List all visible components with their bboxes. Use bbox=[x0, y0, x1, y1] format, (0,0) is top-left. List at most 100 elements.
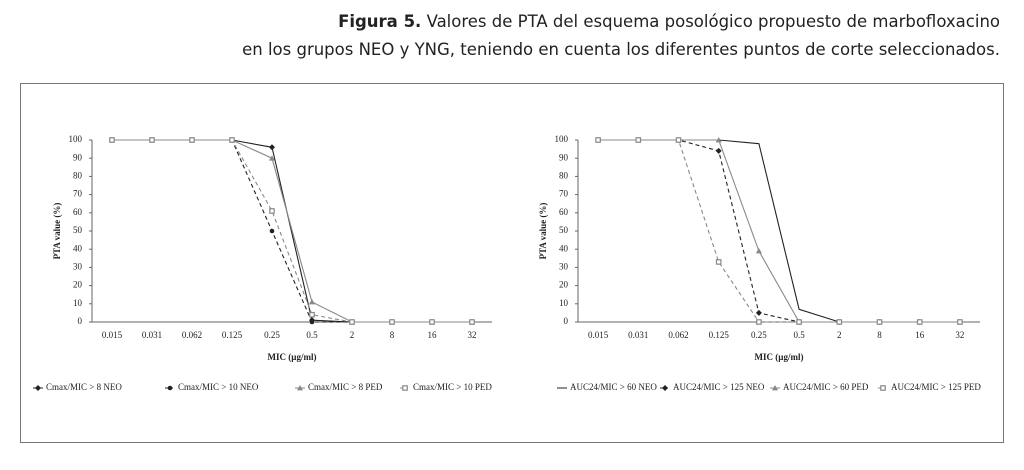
x-tick-label: 0.015 bbox=[588, 330, 609, 340]
x-tick-label: 16 bbox=[428, 330, 438, 340]
y-tick-label: 60 bbox=[559, 207, 569, 217]
legend-label: Cmax/MIC > 10 PED bbox=[413, 382, 492, 392]
series-line bbox=[598, 139, 960, 323]
y-tick-label: 50 bbox=[73, 225, 83, 235]
x-tick-label: 0.031 bbox=[142, 330, 162, 340]
y-tick-label: 10 bbox=[559, 298, 569, 308]
point bbox=[715, 137, 722, 143]
y-tick-label: 20 bbox=[73, 280, 83, 290]
series-line bbox=[598, 139, 960, 323]
point bbox=[167, 385, 173, 391]
series-line bbox=[112, 139, 472, 323]
y-tick-label: 40 bbox=[559, 243, 569, 253]
y-tick-label: 10 bbox=[73, 298, 83, 308]
caption-label: Figura 5. bbox=[338, 12, 422, 31]
caption-line: en los grupos NEO y YNG, teniendo en cue… bbox=[242, 40, 1000, 59]
x-tick-label: 0.125 bbox=[222, 330, 243, 340]
point bbox=[269, 155, 275, 161]
x-tick-label: 8 bbox=[877, 330, 882, 340]
point bbox=[635, 137, 642, 143]
point bbox=[715, 259, 722, 265]
point bbox=[149, 137, 155, 143]
point bbox=[389, 319, 395, 325]
point bbox=[349, 319, 355, 325]
y-axis-label: PTA value (%) bbox=[538, 203, 548, 260]
series-line bbox=[598, 139, 960, 323]
point bbox=[755, 309, 762, 316]
x-tick-label: 32 bbox=[468, 330, 477, 340]
y-tick-label: 100 bbox=[555, 134, 569, 144]
x-tick-label: 2 bbox=[350, 330, 355, 340]
x-tick-label: 0.25 bbox=[751, 330, 767, 340]
point bbox=[429, 319, 435, 325]
point bbox=[876, 319, 883, 325]
x-tick-label: 0.5 bbox=[793, 330, 805, 340]
x-tick-label: 16 bbox=[915, 330, 925, 340]
y-tick-label: 90 bbox=[559, 152, 569, 162]
x-tick-label: 8 bbox=[390, 330, 395, 340]
point bbox=[309, 298, 315, 305]
x-tick-label: 2 bbox=[837, 330, 842, 340]
point bbox=[269, 144, 275, 151]
point bbox=[189, 137, 195, 143]
point bbox=[916, 319, 923, 325]
x-axis-label: MIC (µg/ml) bbox=[268, 352, 317, 362]
y-tick-label: 30 bbox=[73, 261, 83, 271]
legend-label: Cmax/MIC > 8 NEO bbox=[46, 382, 122, 392]
y-tick-label: 80 bbox=[73, 170, 83, 180]
point bbox=[755, 248, 762, 254]
x-tick-label: 0.031 bbox=[628, 330, 648, 340]
y-tick-label: 30 bbox=[559, 261, 569, 271]
point bbox=[269, 228, 275, 234]
point bbox=[402, 385, 408, 391]
point bbox=[756, 319, 762, 325]
y-tick-label: 40 bbox=[73, 243, 83, 253]
point bbox=[469, 319, 475, 325]
legend-label: AUC24/MIC > 60 NEO bbox=[570, 382, 657, 392]
point bbox=[836, 319, 843, 325]
point bbox=[772, 385, 778, 391]
point bbox=[35, 385, 41, 391]
y-tick-label: 70 bbox=[73, 189, 83, 199]
caption-text: Valores de PTA del esquema posológico pr… bbox=[426, 12, 1000, 31]
x-tick-label: 0.5 bbox=[306, 330, 318, 340]
y-tick-label: 0 bbox=[564, 316, 569, 326]
point bbox=[269, 208, 275, 214]
point bbox=[715, 147, 722, 154]
point bbox=[109, 137, 115, 143]
point bbox=[595, 137, 601, 143]
y-tick-label: 80 bbox=[559, 170, 569, 180]
caption: Figura 5. Valores de PTA del esquema pos… bbox=[242, 8, 1000, 64]
x-tick-label: 0.062 bbox=[182, 330, 202, 340]
y-tick-label: 70 bbox=[559, 189, 569, 199]
point bbox=[297, 385, 303, 391]
point bbox=[957, 319, 963, 325]
x-tick-label: 0.062 bbox=[668, 330, 688, 340]
point bbox=[675, 137, 682, 143]
y-axis-label: PTA value (%) bbox=[52, 203, 62, 260]
y-tick-label: 0 bbox=[78, 316, 83, 326]
x-tick-label: 0.015 bbox=[102, 330, 123, 340]
legend-label: AUC24/MIC > 125 NEO bbox=[673, 382, 765, 392]
frame bbox=[20, 83, 1004, 443]
series-line bbox=[112, 139, 472, 323]
point bbox=[309, 311, 315, 318]
legend-label: AUC24/MIC > 60 PED bbox=[783, 382, 869, 392]
x-tick-label: 0.125 bbox=[709, 330, 730, 340]
y-tick-label: 90 bbox=[73, 152, 83, 162]
x-tick-label: 32 bbox=[955, 330, 964, 340]
point bbox=[796, 319, 802, 325]
caption-line: Figura 5. Valores de PTA del esquema pos… bbox=[242, 8, 1000, 36]
y-tick-label: 20 bbox=[559, 280, 569, 290]
x-axis-label: MIC (µg/ml) bbox=[755, 352, 804, 362]
y-tick-label: 50 bbox=[559, 225, 569, 235]
x-tick-label: 0.25 bbox=[264, 330, 280, 340]
point bbox=[880, 385, 886, 391]
y-tick-label: 60 bbox=[73, 207, 83, 217]
legend-label: Cmax/MIC > 8 PED bbox=[308, 382, 383, 392]
legend-label: Cmax/MIC > 10 NEO bbox=[178, 382, 259, 392]
point bbox=[229, 137, 235, 143]
point bbox=[309, 319, 315, 325]
